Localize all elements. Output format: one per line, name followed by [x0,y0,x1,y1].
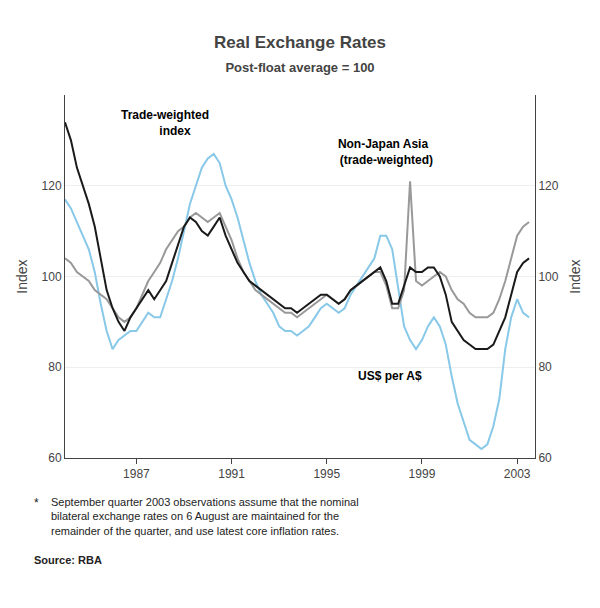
svg-text:Post-float average = 100: Post-float average = 100 [225,60,374,75]
svg-text:60: 60 [48,451,62,465]
svg-text:Real Exchange Rates: Real Exchange Rates [214,33,386,52]
svg-text:1995: 1995 [313,467,340,481]
svg-text:Trade-weighted index: Trade-weighted index [121,108,209,138]
svg-text:Index: Index [14,259,30,293]
svg-text:80: 80 [538,360,552,374]
svg-text:Non-Japan Asia (trade-weighte: Non-Japan Asia (trade-weighted) [333,137,433,167]
svg-text:100: 100 [42,270,62,284]
svg-text:120: 120 [42,179,62,193]
svg-text:1991: 1991 [218,467,245,481]
svg-text:US$ per A$: US$ per A$ [358,369,422,383]
svg-text:September quarter 2003 observa: September quarter 2003 observations assu… [51,496,359,537]
svg-text:Source: RBA: Source: RBA [34,554,102,566]
svg-text:1999: 1999 [409,467,436,481]
svg-text:100: 100 [538,270,558,284]
svg-text:60: 60 [538,451,552,465]
svg-text:120: 120 [538,179,558,193]
svg-text:1987: 1987 [123,467,150,481]
svg-text:2003: 2003 [504,467,531,481]
svg-text:Index: Index [567,259,583,293]
svg-text:*: * [34,496,39,510]
svg-text:80: 80 [48,360,62,374]
